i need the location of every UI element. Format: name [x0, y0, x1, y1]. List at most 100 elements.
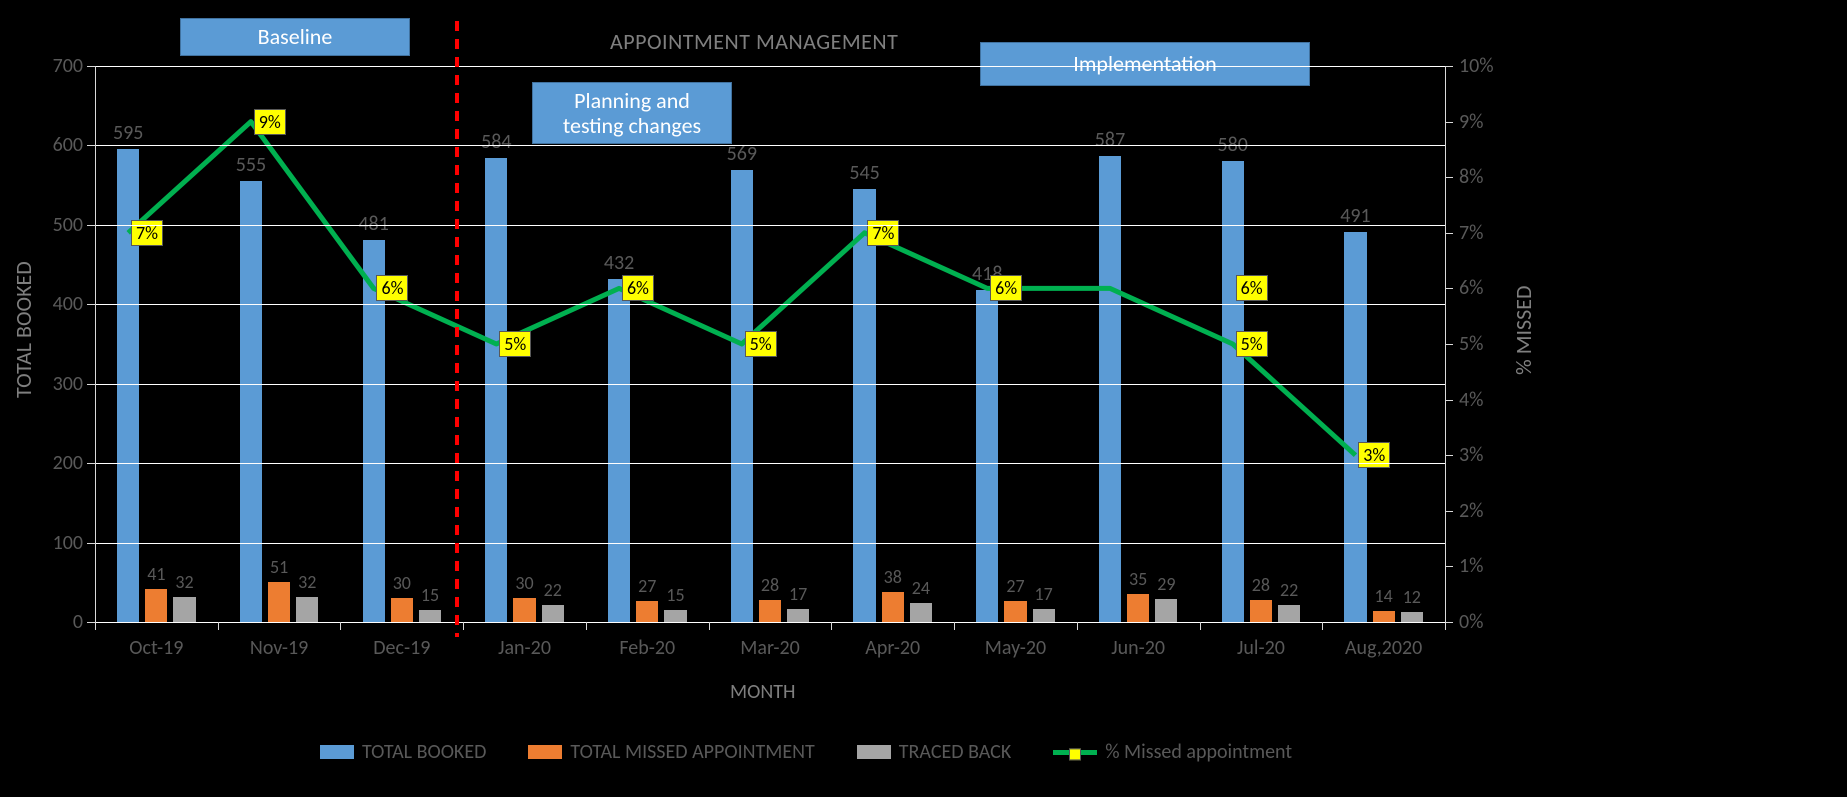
ytick-label-left: 300 [35, 372, 83, 396]
phase-box: Baseline [180, 18, 410, 56]
legend: TOTAL BOOKED TOTAL MISSED APPOINTMENT TRAC… [320, 740, 1292, 764]
ytick-label-left: 500 [35, 213, 83, 237]
ytick-mark-right [1445, 566, 1453, 567]
ytick-mark-right [1445, 66, 1453, 67]
ytick-mark-right [1445, 455, 1453, 456]
ytick-label-left: 200 [35, 451, 83, 475]
ytick-label-right: 2% [1459, 499, 1483, 523]
ytick-label-right: 4% [1459, 388, 1483, 412]
ytick-mark-right [1445, 233, 1453, 234]
pct-missed-label: 5% [745, 331, 777, 357]
xtick-label: Oct-19 [101, 636, 211, 660]
legend-swatch [320, 745, 354, 759]
ytick-label-right: 0% [1459, 610, 1483, 634]
ytick-mark-left [87, 384, 95, 385]
xtick-mark [463, 622, 464, 630]
xtick-label: Apr-20 [838, 636, 948, 660]
ytick-mark-right [1445, 288, 1453, 289]
gridline [95, 225, 1445, 226]
ytick-mark-left [87, 304, 95, 305]
ytick-mark-left [87, 225, 95, 226]
ytick-label-right: 6% [1459, 276, 1483, 300]
chart-stage: APPOINTMENT MANAGEMENT BaselinePlanning … [0, 0, 1847, 797]
ytick-mark-left [87, 622, 95, 623]
ytick-label-right: 10% [1459, 54, 1494, 78]
y-right-axis-title: % MISSED [1510, 230, 1537, 430]
pct-missed-label: 6% [1236, 275, 1268, 301]
xtick-label: Jun-20 [1083, 636, 1193, 660]
xtick-mark [831, 622, 832, 630]
xtick-label: Mar-20 [715, 636, 825, 660]
ytick-mark-right [1445, 344, 1453, 345]
ytick-label-right: 7% [1459, 221, 1483, 245]
xtick-label: Aug,2020 [1329, 636, 1439, 660]
legend-item: TRACED BACK [857, 740, 1011, 764]
ytick-mark-right [1445, 177, 1453, 178]
pct-missed-label: 6% [376, 275, 408, 301]
xtick-mark [95, 622, 96, 630]
ytick-label-left: 600 [35, 133, 83, 157]
ytick-label-right: 3% [1459, 443, 1483, 467]
ytick-label-left: 400 [35, 292, 83, 316]
legend-item: TOTAL MISSED APPOINTMENT [528, 740, 814, 764]
xtick-mark [709, 622, 710, 630]
x-axis-title: MONTH [730, 680, 795, 704]
xtick-mark [1200, 622, 1201, 630]
xtick-mark [1077, 622, 1078, 630]
phase-separator [452, 21, 462, 637]
xtick-label: Feb-20 [592, 636, 702, 660]
pct-missed-label: 7% [867, 220, 899, 246]
legend-swatch [528, 745, 562, 759]
legend-label: TOTAL MISSED APPOINTMENT [570, 740, 814, 764]
legend-swatch [857, 745, 891, 759]
pct-missed-label: 6% [622, 275, 654, 301]
pct-missed-label: 3% [1358, 442, 1390, 468]
ytick-mark-right [1445, 122, 1453, 123]
gridline [95, 304, 1445, 305]
xtick-mark [340, 622, 341, 630]
xtick-label: Jan-20 [470, 636, 580, 660]
gridline [95, 145, 1445, 146]
pct-missed-label: 7% [131, 220, 163, 246]
gridline [95, 66, 1445, 67]
ytick-label-right: 5% [1459, 332, 1483, 356]
y-axis-left-line [95, 66, 96, 622]
ytick-label-right: 8% [1459, 165, 1483, 189]
xtick-label: Dec-19 [347, 636, 457, 660]
xtick-label: May-20 [960, 636, 1070, 660]
xtick-mark [586, 622, 587, 630]
ytick-label-left: 700 [35, 54, 83, 78]
ytick-mark-right [1445, 400, 1453, 401]
ytick-label-right: 9% [1459, 110, 1483, 134]
legend-label: TOTAL BOOKED [362, 740, 486, 764]
ytick-mark-left [87, 66, 95, 67]
ytick-label-right: 1% [1459, 554, 1483, 578]
ytick-mark-right [1445, 511, 1453, 512]
pct-missed-label: 6% [990, 275, 1022, 301]
gridline [95, 622, 1445, 623]
xtick-label: Nov-19 [224, 636, 334, 660]
ytick-mark-left [87, 463, 95, 464]
pct-missed-label: 5% [499, 331, 531, 357]
gridline [95, 384, 1445, 385]
ytick-mark-left [87, 145, 95, 146]
legend-label: TRACED BACK [899, 740, 1011, 764]
ytick-mark-right [1445, 622, 1453, 623]
xtick-label: Jul-20 [1206, 636, 1316, 660]
legend-swatch-line [1053, 750, 1097, 755]
xtick-mark [954, 622, 955, 630]
chart-title: APPOINTMENT MANAGEMENT [610, 28, 898, 55]
pct-missed-label: 5% [1236, 331, 1268, 357]
gridline [95, 543, 1445, 544]
ytick-label-left: 100 [35, 531, 83, 555]
legend-item: TOTAL BOOKED [320, 740, 486, 764]
xtick-mark [1445, 622, 1446, 630]
ytick-mark-left [87, 543, 95, 544]
xtick-mark [1322, 622, 1323, 630]
gridline [95, 463, 1445, 464]
y-axis-right-line [1445, 66, 1446, 622]
plot-area: 5954132555513248130155843022432271556928… [95, 66, 1445, 622]
xtick-mark [218, 622, 219, 630]
y-left-axis-title: TOTAL BOOKED [10, 200, 37, 460]
pct-missed-label: 9% [254, 109, 286, 135]
